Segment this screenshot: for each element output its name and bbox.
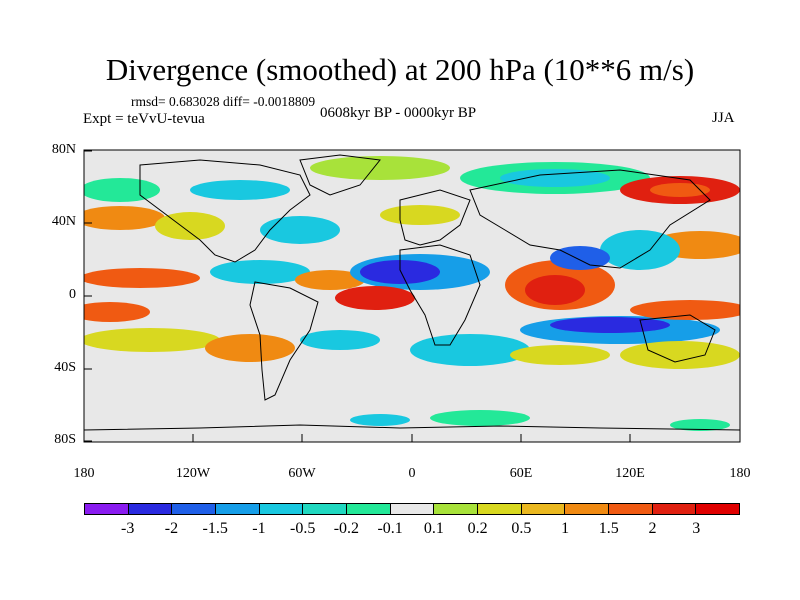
colorbar-label: 0.1 xyxy=(423,520,444,537)
colorbar-label: -1 xyxy=(252,520,266,537)
coastlines xyxy=(83,154,741,431)
colorbar-label: -0.1 xyxy=(377,520,403,537)
lat-label-80s: 80S xyxy=(54,432,76,447)
axis-ticks xyxy=(83,150,741,442)
colorbar-swatch xyxy=(565,504,610,514)
colorbar-label: 1.5 xyxy=(598,520,619,537)
lon-label-120w: 120W xyxy=(175,466,211,481)
colorbar-label: -3 xyxy=(121,520,135,537)
colorbar-swatch xyxy=(696,504,740,514)
lat-label-40s: 40S xyxy=(54,360,76,375)
period-label: 0608kyr BP - 0000kyr BP xyxy=(320,105,477,121)
lat-label-40n: 40N xyxy=(51,214,76,229)
colorbar-label: 0.2 xyxy=(467,520,488,537)
colorbar-swatch xyxy=(347,504,391,514)
colorbar-label: -1.5 xyxy=(202,520,228,537)
colorbar-swatch xyxy=(303,504,348,514)
lon-label-60w: 60W xyxy=(288,466,316,481)
colorbar-label: -2 xyxy=(164,520,179,537)
colorbar-label: 0.5 xyxy=(511,520,532,537)
colorbar-swatch xyxy=(216,504,260,514)
chart-title: Divergence (smoothed) at 200 hPa (10**6 … xyxy=(105,52,695,87)
contour-fill xyxy=(84,150,740,442)
colorbar-label: 3 xyxy=(692,520,701,537)
colorbar-swatch xyxy=(609,504,653,514)
season-label: JJA xyxy=(712,110,735,126)
lon-label-0: 0 xyxy=(408,466,416,481)
colorbar-swatch xyxy=(128,504,173,514)
lat-label-eq: 0 xyxy=(69,287,76,302)
lon-label-60e: 60E xyxy=(509,466,533,481)
colorbar-swatch xyxy=(85,504,129,514)
experiment-label: Expt = teVvU-tevua xyxy=(83,111,205,127)
stats-text: rmsd= 0.683028 diff= -0.0018809 xyxy=(131,94,316,109)
colorbar-label: -0.2 xyxy=(333,520,360,537)
colorbar-swatch xyxy=(172,504,217,514)
lon-label-180w: 180 xyxy=(73,466,95,481)
colorbar xyxy=(84,503,740,515)
colorbar-label: 1 xyxy=(561,520,570,537)
lat-label-80n: 80N xyxy=(51,142,76,157)
colorbar-swatch xyxy=(390,504,435,514)
colorbar-label: 2 xyxy=(648,520,657,537)
lon-label-120e: 120E xyxy=(615,466,645,481)
colorbar-swatch xyxy=(478,504,522,514)
lon-label-180e: 180 xyxy=(729,466,751,481)
colorbar-swatch xyxy=(652,504,697,514)
colorbar-swatch xyxy=(259,504,304,514)
colorbar-swatch xyxy=(434,504,479,514)
colorbar-swatch xyxy=(521,504,566,514)
colorbar-label: -0.5 xyxy=(289,520,316,537)
